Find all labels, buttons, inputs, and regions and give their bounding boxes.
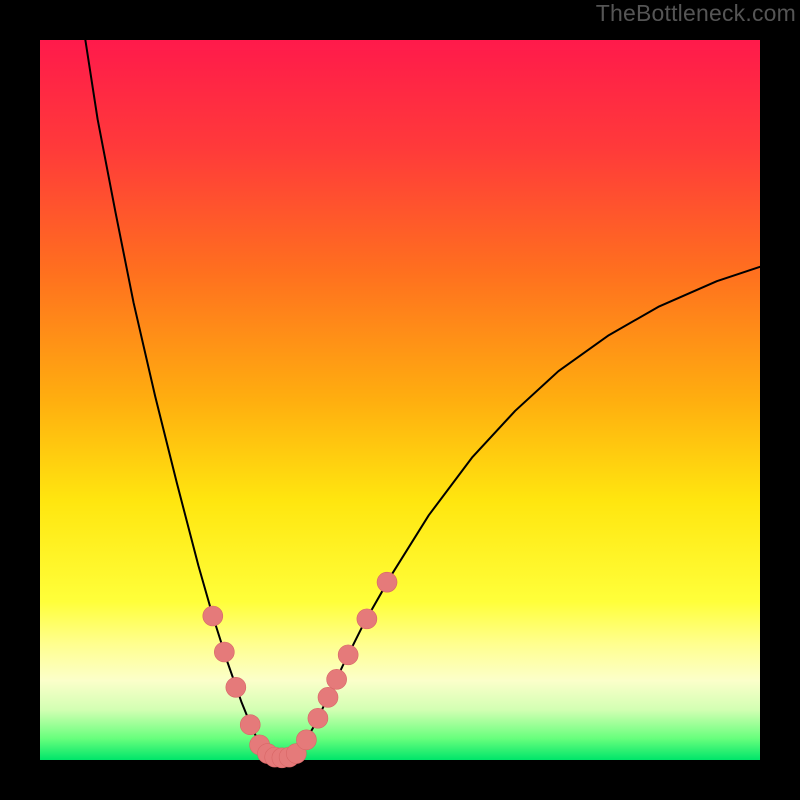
curve-marker	[214, 642, 234, 662]
curve-marker	[240, 715, 260, 735]
bottleneck-chart-svg	[0, 0, 800, 800]
curve-marker	[357, 609, 377, 629]
curve-marker	[318, 687, 338, 707]
curve-marker	[327, 669, 347, 689]
curve-marker	[338, 645, 358, 665]
curve-marker	[226, 677, 246, 697]
curve-marker	[203, 606, 223, 626]
curve-marker	[308, 708, 328, 728]
curve-marker	[377, 572, 397, 592]
curve-marker	[296, 730, 316, 750]
chart-stage: TheBottleneck.com	[0, 0, 800, 800]
plot-background	[40, 40, 760, 760]
